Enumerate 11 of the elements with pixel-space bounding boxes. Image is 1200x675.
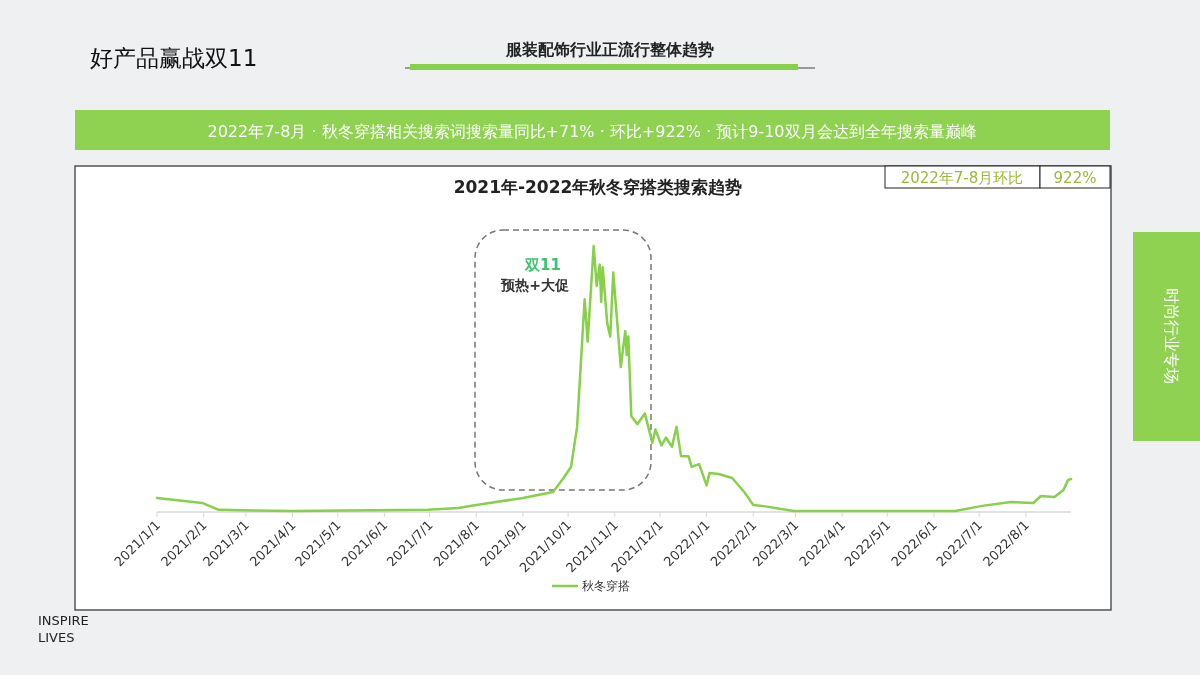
text: 2022年7-8月环比 [900,169,1024,187]
text: 922% [1053,169,1097,187]
text: 好产品赢战双11 [90,45,258,71]
text: 时尚行业专场 [1162,288,1181,384]
legend-label: 秋冬穿搭 [582,579,630,593]
text: INSPIRE LIVES [38,613,89,645]
text: 2022年7-8月 · 秋冬穿搭相关搜索词搜索量同比+71% · 环比+922% · 预计9-10双月会达到全年搜索量巅峰 [207,122,977,141]
annotation: 双11 [524,256,561,274]
chart-title: 2021年-2022年秋冬穿搭类搜索趋势 [453,177,743,197]
text: 服装配饰行业正流行整体趋势 [505,40,714,59]
annotation: 预热+大促 [500,277,569,293]
